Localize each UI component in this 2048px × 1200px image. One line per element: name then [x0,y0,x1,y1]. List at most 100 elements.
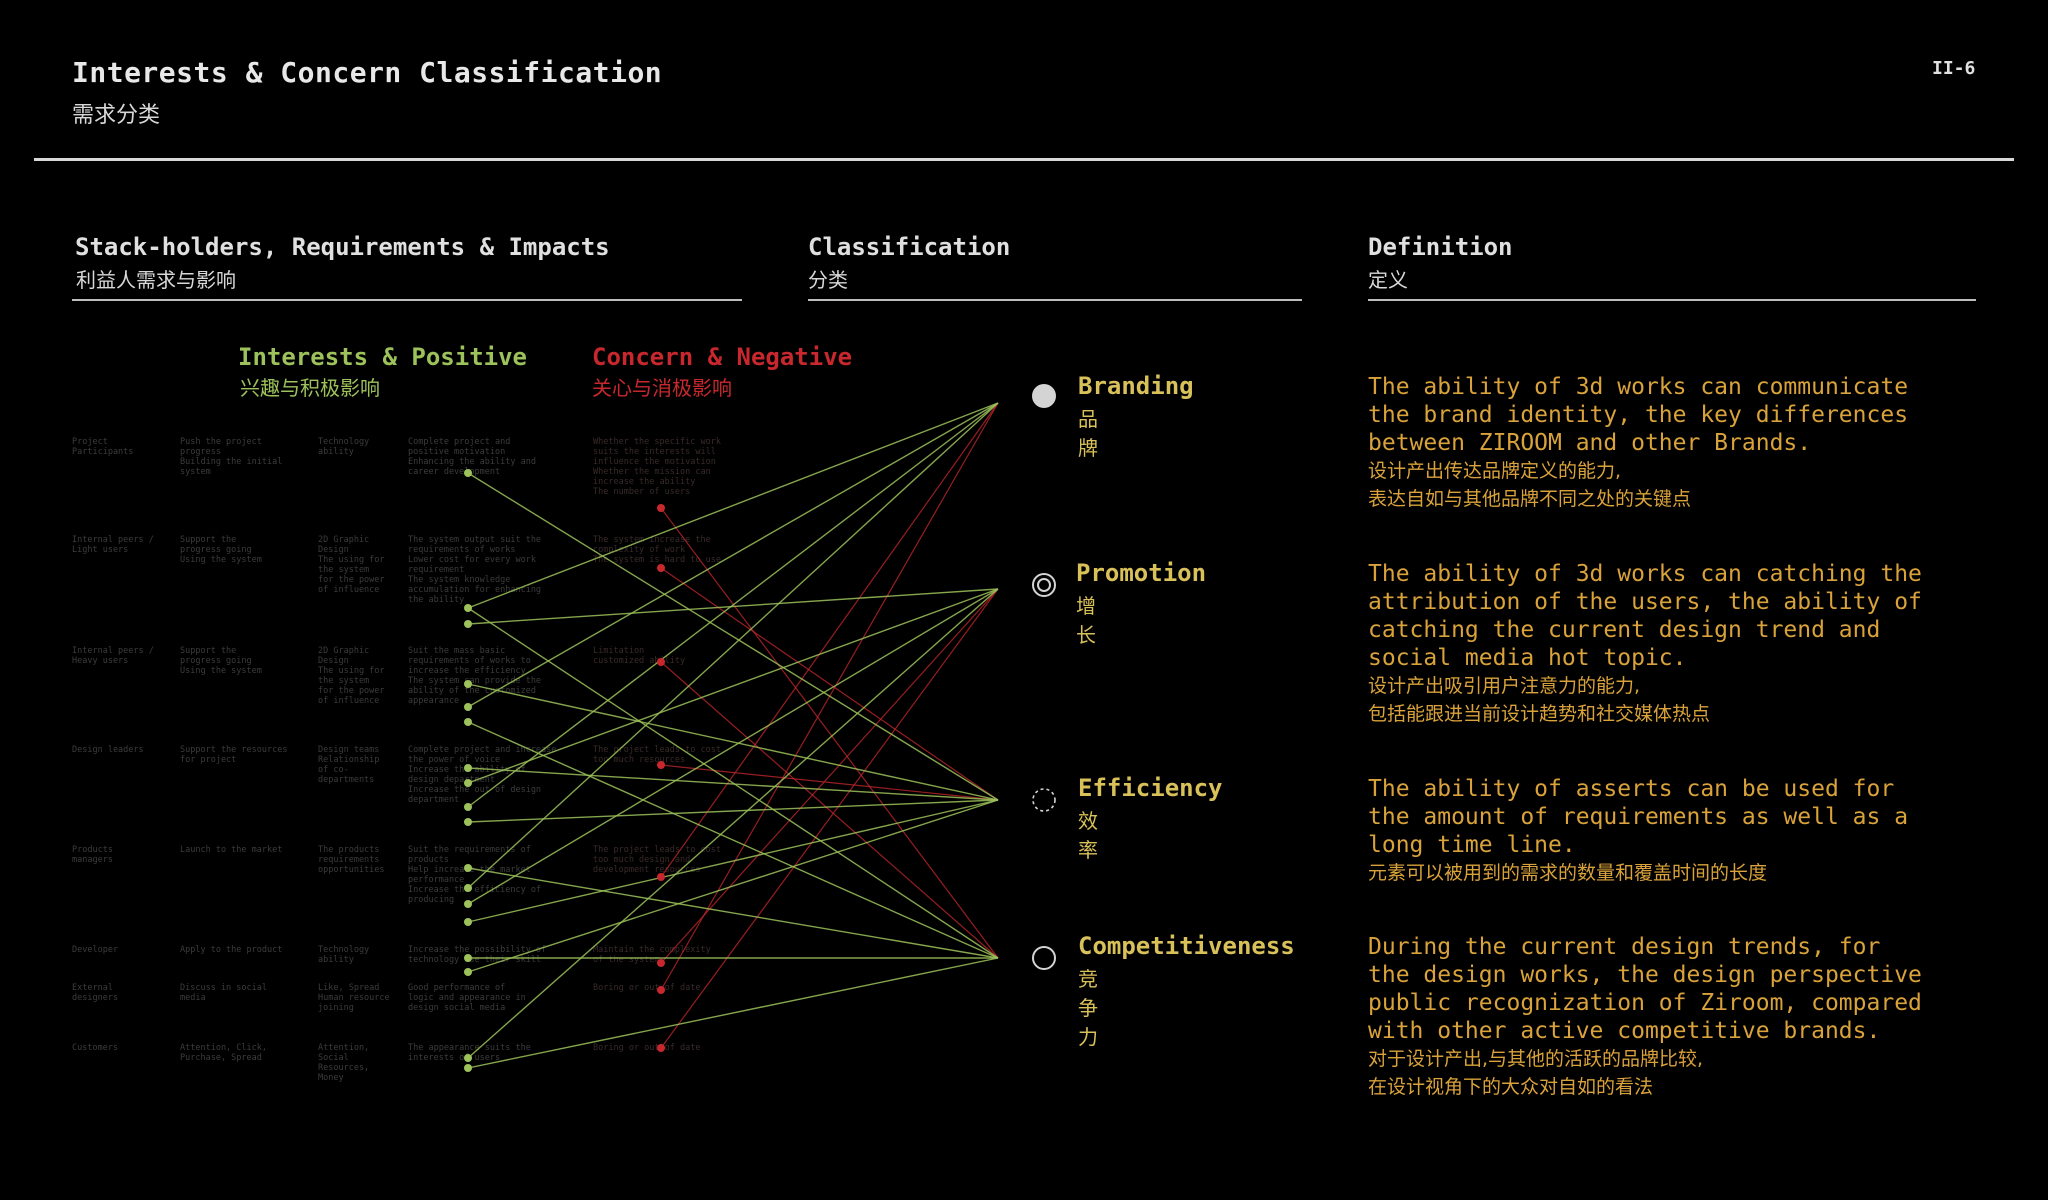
table-cell: Developer [72,945,119,955]
positive-group-title-cn: 兴趣与积极影响 [240,376,380,400]
definition-text-cn: 设计产出传达品牌定义的能力, 表达自如与其他品牌不同之处的关键点 [1368,460,1692,510]
positive-node-dot [464,968,472,976]
table-cell: Good performance of logic and appearance… [408,983,526,1013]
definition-section-title: Definition [1368,233,1513,261]
stakeholders-divider [72,299,742,301]
table-cell: Project Participants [72,437,134,457]
page-title: Interests & Concern Classification [72,56,663,89]
table-cell: External designers [72,983,119,1003]
positive-node-dot [464,803,472,811]
filled-circle-icon [1032,384,1056,408]
negative-link-line [660,661,999,959]
definition-promotion: The ability of 3d works can catching the… [1368,560,1922,728]
negative-node-dot [657,1044,665,1052]
dashed-ring-icon [1032,788,1056,812]
table-cell: Boring or out of date [593,1043,701,1053]
stakeholders-section-title: Stack-holders, Requirements & Impacts [75,233,610,261]
ring-icon [1032,946,1056,970]
table-cell: Push the project progress Building the i… [180,437,283,477]
table-cell: Maintain the complexity of the system [593,945,711,965]
definition-text-en: The ability of asserts can be used for t… [1368,776,1909,858]
table-cell: Suit the requirements of products Help i… [408,845,542,905]
class-label-cn: 增长 [1076,594,1096,647]
class-label: Competitiveness [1078,932,1295,960]
positive-link-line [467,588,999,784]
table-cell: Support the progress going Using the sys… [180,646,262,676]
positive-link-line [467,607,999,959]
table-cell: The system output suit the requirements … [408,535,542,605]
class-label-cn: 品牌 [1078,407,1098,460]
table-cell: Limitation customized ability [593,646,686,666]
negative-node-dot [657,959,665,967]
positive-node-dot [464,1054,472,1062]
header-divider [34,158,2014,161]
negative-node-dot [657,873,665,881]
positive-link-line [467,721,999,959]
positive-node-dot [464,620,472,628]
table-cell: Like, Spread Human resource joining [318,983,390,1013]
table-cell: Products managers [72,845,113,865]
class-label: Promotion [1076,559,1207,587]
stakeholders-section-title-cn: 利益人需求与影响 [76,268,236,292]
positive-node-dot [464,680,472,688]
definition-text-cn: 对于设计产出,与其他的活跃的品牌比较, 在设计视角下的大众对自如的看法 [1368,1048,1704,1098]
page-number: II-6 [1932,58,1976,79]
definition-text-cn: 元素可以被用到的需求的数量和覆盖时间的长度 [1368,862,1768,884]
positive-link-line [467,472,999,801]
positive-node-dot [464,469,472,477]
table-cell: Support the resources for project [180,745,288,765]
positive-link-line [467,799,999,973]
positive-link-line [467,402,999,808]
positive-node-dot [464,718,472,726]
table-cell: Complete project and positive motivation… [408,437,536,477]
positive-link-line [467,402,999,889]
positive-link-line [467,588,999,625]
positive-link-line [467,588,999,905]
negative-link-line [660,402,999,878]
table-cell: Discuss in social media [180,983,267,1003]
table-cell: Design leaders [72,745,144,755]
positive-group-title: Interests & Positive [238,343,527,371]
negative-link-line [660,588,999,964]
table-cell: Technology ability [318,437,370,457]
class-label-cn: 效率 [1078,809,1098,862]
positive-link-line [467,957,999,1069]
table-cell: Technology ability [318,945,370,965]
table-cell: The products requirements opportunities [318,845,385,875]
table-cell: Whether the specific work suits the inte… [593,437,721,497]
page-title-cn: 需求分类 [72,103,161,128]
table-cell: Increase the possibility of technology u… [408,945,547,965]
positive-link-line [467,588,999,1059]
table-cell: The project leads to cost too much resou… [593,745,721,765]
positive-link-line [467,683,999,801]
table-cell: Support the progress going Using the sys… [180,535,262,565]
positive-node-dot [464,764,472,772]
positive-link-line [467,799,999,923]
positive-link-line [467,402,999,708]
table-cell: Attention, Click, Purchase, Spread [180,1043,267,1063]
negative-group-title: Concern & Negative [592,343,853,371]
positive-link-line [467,867,999,959]
positive-link-line [467,402,999,609]
table-cell: Attention, Social Resources, Money [318,1043,370,1083]
positive-link-line [467,799,999,823]
negative-node-dot [657,564,665,572]
negative-node-dot [657,986,665,994]
positive-node-dot [464,884,472,892]
double-ring-icon [1032,573,1056,597]
positive-node-dot [464,604,472,612]
positive-node-dot [464,954,472,962]
positive-node-dot [464,703,472,711]
negative-node-dot [657,761,665,769]
table-cell: Suit the mass basic requirements of work… [408,646,542,706]
table-cell: Customers [72,1043,119,1053]
definition-text-en: During the current design trends, for th… [1368,934,1922,1044]
table-cell: Launch to the market [180,845,283,855]
class-label: Branding [1078,372,1194,400]
table-cell: Internal peers / Light users [72,535,154,555]
definition-text-en: The ability of 3d works can communicate … [1368,374,1909,456]
class-label: Efficiency [1078,774,1223,802]
classification-divider [808,299,1302,301]
positive-node-dot [464,779,472,787]
